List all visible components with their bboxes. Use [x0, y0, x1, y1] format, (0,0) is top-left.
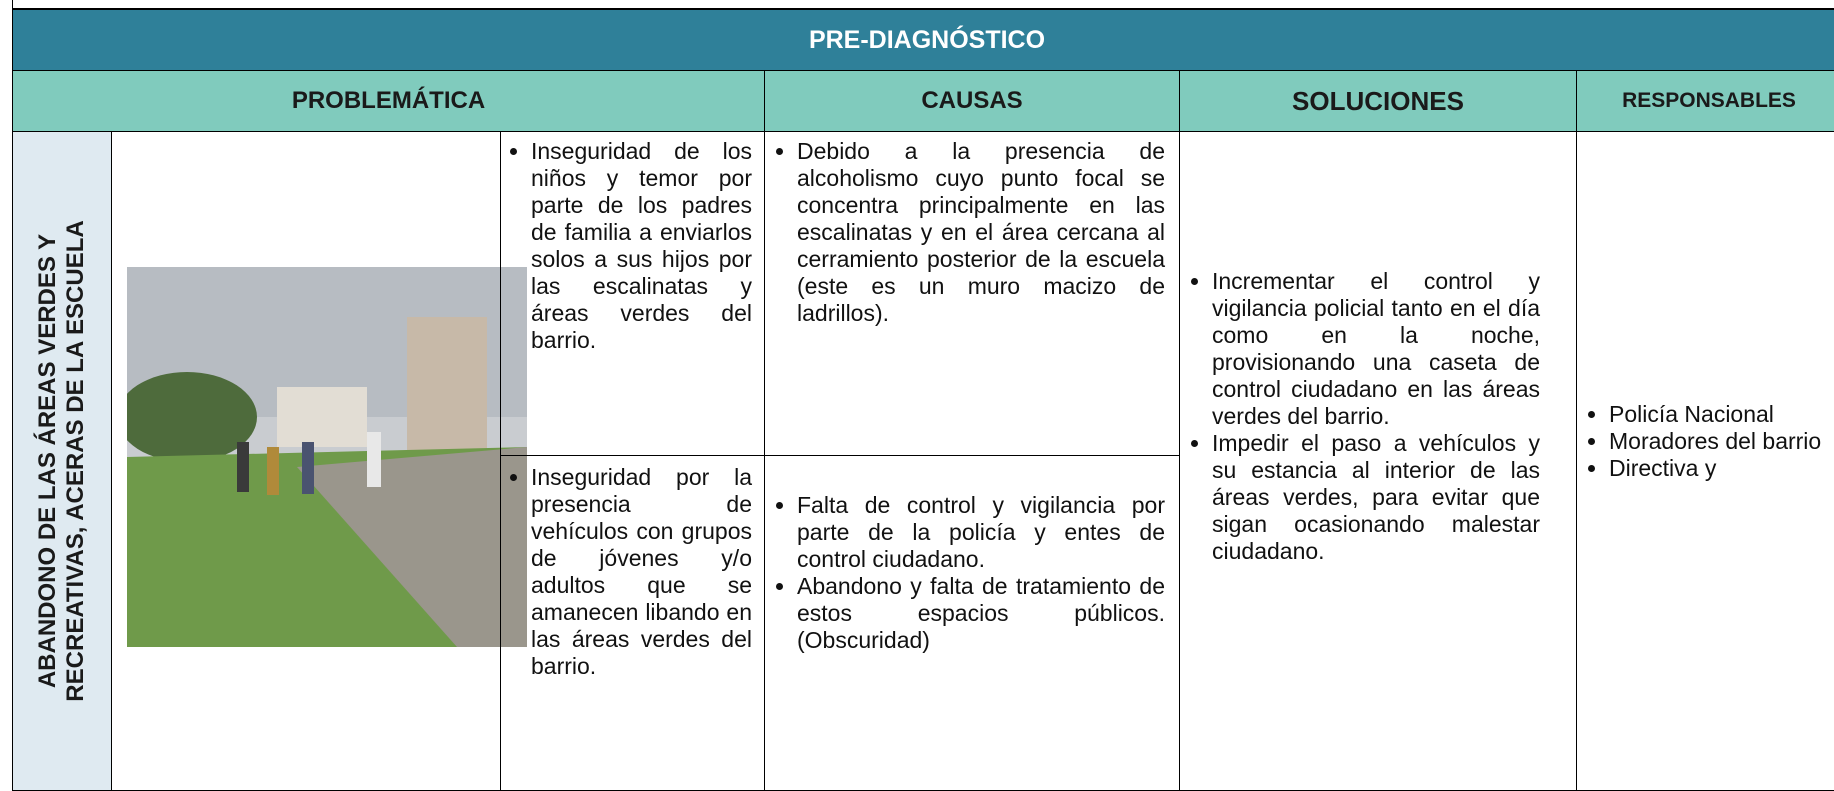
- cause: Debido a la presencia de alcoholismo cuy…: [797, 138, 1165, 327]
- responsables-cell: Policía NacionalMoradores del barrioDire…: [1576, 131, 1834, 791]
- header-cell: CAUSAS: [764, 70, 1180, 132]
- header: CAUSAS: [921, 87, 1023, 114]
- solution: Incrementar el control y vigilancia poli…: [1212, 268, 1540, 430]
- problem-cell: Inseguridad por la presencia de vehículo…: [500, 455, 765, 791]
- title-cell: PRE-DIAGNÓSTICO: [12, 9, 1834, 71]
- header: SOLUCIONES: [1292, 85, 1464, 116]
- header-cell: RESPONSABLES: [1576, 70, 1834, 132]
- header: RESPONSABLES: [1622, 89, 1796, 112]
- solutions-cell: Incrementar el control y vigilancia poli…: [1179, 131, 1577, 791]
- title: PRE-DIAGNÓSTICO: [808, 25, 1046, 54]
- header: PROBLEMÁTICA: [291, 87, 486, 114]
- responsable: Directiva y: [1609, 455, 1821, 482]
- responsable: Policía Nacional: [1609, 401, 1821, 428]
- header-cell: PROBLEMÁTICA: [12, 70, 765, 132]
- causes-cell: Debido a la presencia de alcoholismo cuy…: [764, 131, 1180, 456]
- responsable: Moradores del barrio: [1609, 428, 1821, 455]
- photo: [127, 267, 527, 647]
- cause: Abandono y falta de tratamiento de estos…: [797, 573, 1165, 654]
- problem-cell: Inseguridad de los niños y temor por par…: [500, 131, 765, 456]
- side-cell: ABANDONO DE LAS ÁREAS VERDES Y RECREATIV…: [12, 131, 112, 791]
- side-label: ABANDONO DE LAS ÁREAS VERDES Y RECREATIV…: [34, 220, 89, 702]
- header-cell: SOLUCIONES: [1179, 70, 1577, 132]
- cause: Falta de control y vigilancia por parte …: [797, 492, 1165, 573]
- image-cell: [111, 131, 527, 791]
- top-strip: [12, 0, 1834, 9]
- solution: Impedir el paso a vehículos y su estanci…: [1212, 430, 1540, 565]
- problem: Inseguridad por la presencia de vehículo…: [531, 464, 752, 680]
- causes-cell: Falta de control y vigilancia por parte …: [764, 455, 1180, 791]
- problem: Inseguridad de los niños y temor por par…: [531, 138, 752, 354]
